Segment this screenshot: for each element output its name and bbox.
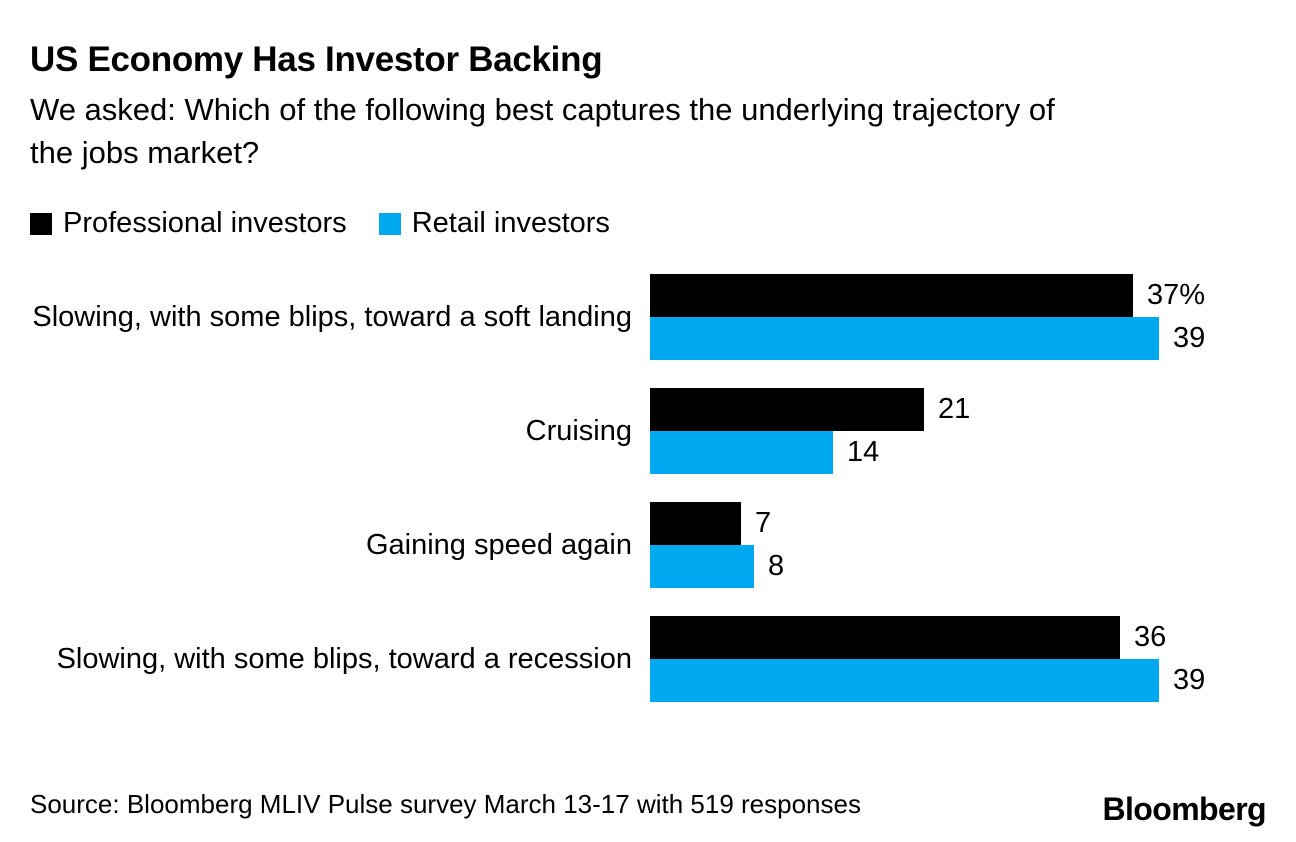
value-label: 36: [1134, 621, 1167, 653]
bar-line: 14: [650, 431, 1266, 474]
chart: Slowing, with some blips, toward a soft …: [30, 274, 1266, 702]
chart-subtitle: We asked: Which of the following best ca…: [30, 92, 1055, 170]
bar-professional: [650, 388, 924, 431]
bar-group: 37% 39: [650, 274, 1266, 360]
bar-group: 21 14: [650, 388, 1266, 474]
bar-line: 39: [650, 659, 1266, 702]
bar-retail: [650, 431, 833, 474]
chart-row: Gaining speed again 7 8: [30, 502, 1266, 588]
bar-line: 8: [650, 545, 1266, 588]
bar-professional: [650, 616, 1120, 659]
value-label: 21: [938, 393, 971, 425]
value-label: 7: [755, 507, 772, 539]
legend-swatch-professional: [30, 212, 52, 235]
legend-item-professional: Professional investors: [30, 207, 347, 240]
legend-label-retail: Retail investors: [411, 207, 610, 239]
chart-title: US Economy Has Investor Backing: [30, 40, 603, 79]
chart-row: Cruising 21 14: [30, 388, 1266, 474]
footer: Source: Bloomberg MLIV Pulse survey Marc…: [30, 789, 1267, 828]
chart-row: Slowing, with some blips, toward a soft …: [30, 274, 1266, 360]
category-label: Cruising: [525, 414, 632, 447]
bar-professional: [650, 274, 1133, 317]
legend: Professional investors Retail investors: [30, 207, 1266, 240]
source-text: Source: Bloomberg MLIV Pulse survey Marc…: [30, 789, 861, 819]
legend-label-professional: Professional investors: [63, 207, 347, 239]
value-label: 39: [1173, 664, 1206, 696]
bar-group: 36 39: [650, 616, 1266, 702]
bar-retail: [650, 659, 1159, 702]
category-label: Gaining speed again: [365, 528, 632, 561]
value-label: 37%: [1147, 279, 1206, 311]
value-label: 14: [847, 436, 880, 468]
legend-swatch-retail: [378, 212, 401, 235]
legend-item-retail: Retail investors: [378, 207, 610, 240]
bar-retail: [650, 317, 1159, 360]
category-label: Slowing, with some blips, toward a reces…: [56, 642, 632, 675]
bloomberg-logo: Bloomberg: [1102, 791, 1267, 827]
bar-professional: [650, 502, 741, 545]
bar-line: 39: [650, 317, 1266, 360]
category-label: Slowing, with some blips, toward a soft …: [32, 300, 632, 333]
value-label: 8: [768, 550, 785, 582]
bar-line: 7: [650, 502, 1266, 545]
bar-line: 36: [650, 616, 1266, 659]
bar-line: 37%: [650, 274, 1266, 317]
bar-line: 21: [650, 388, 1266, 431]
chart-row: Slowing, with some blips, toward a reces…: [30, 616, 1266, 702]
value-label: 39: [1173, 322, 1206, 354]
bar-retail: [650, 545, 754, 588]
